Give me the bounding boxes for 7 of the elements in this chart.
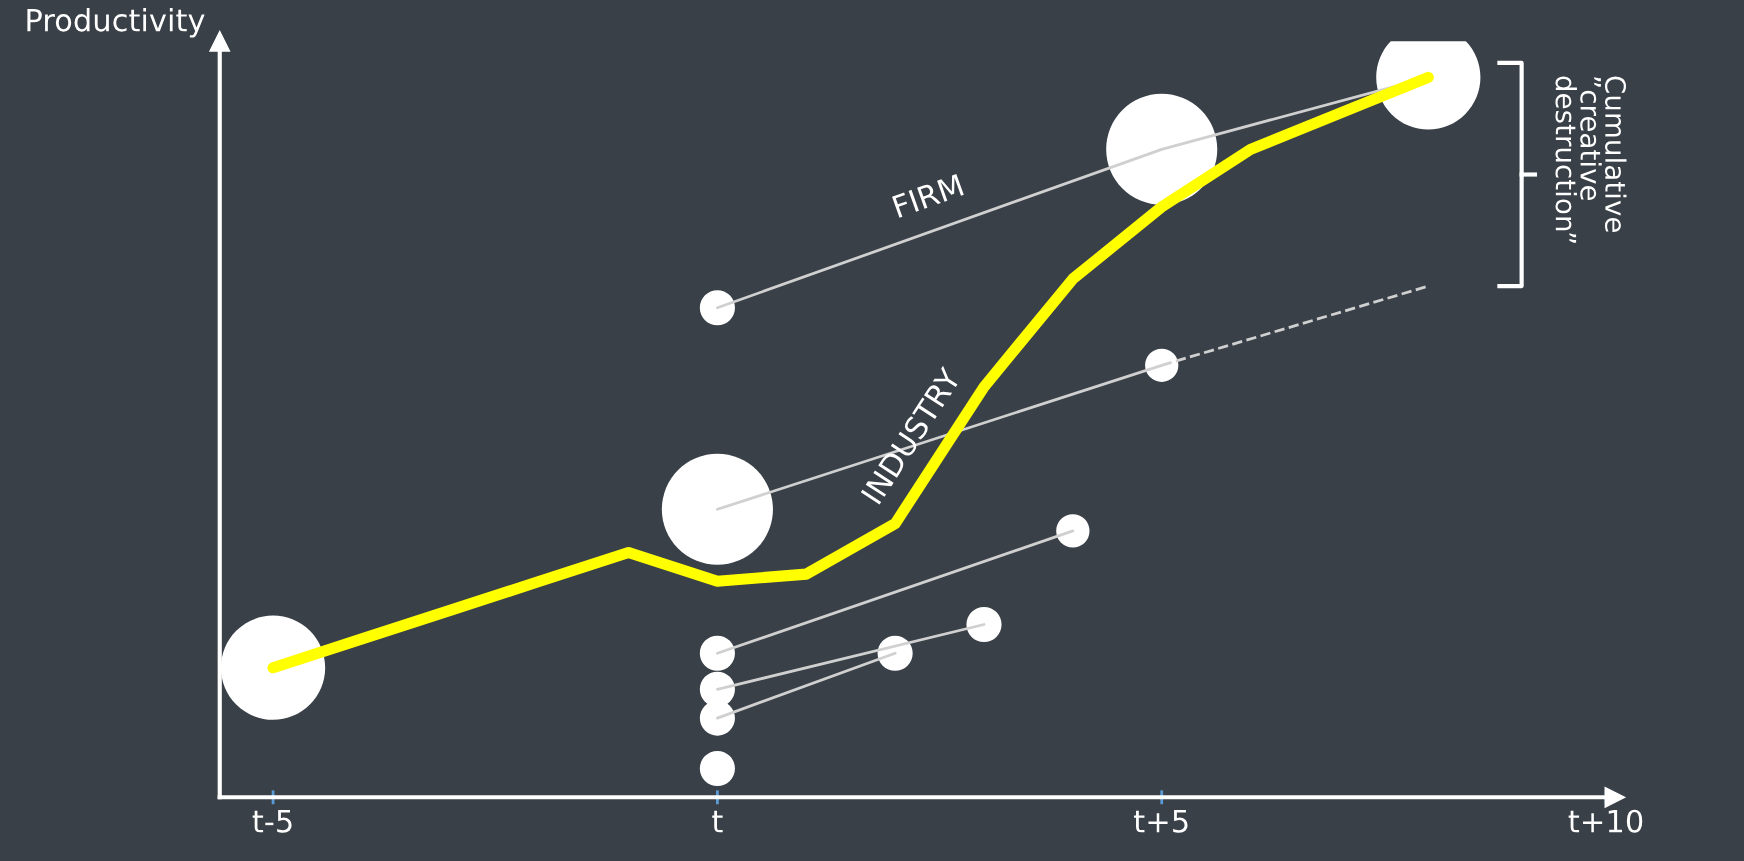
annotation: Cumulative ”creative destruction” [1555,76,1627,243]
x-tick-label: t [712,810,723,833]
text: FIRM [892,173,964,218]
y-axis-title: Productivity [27,7,205,38]
x-tick-label: t-5 [252,810,292,833]
x-tick-label: t+10 [1568,809,1643,833]
x-tick-label: t+5 [1134,810,1188,833]
